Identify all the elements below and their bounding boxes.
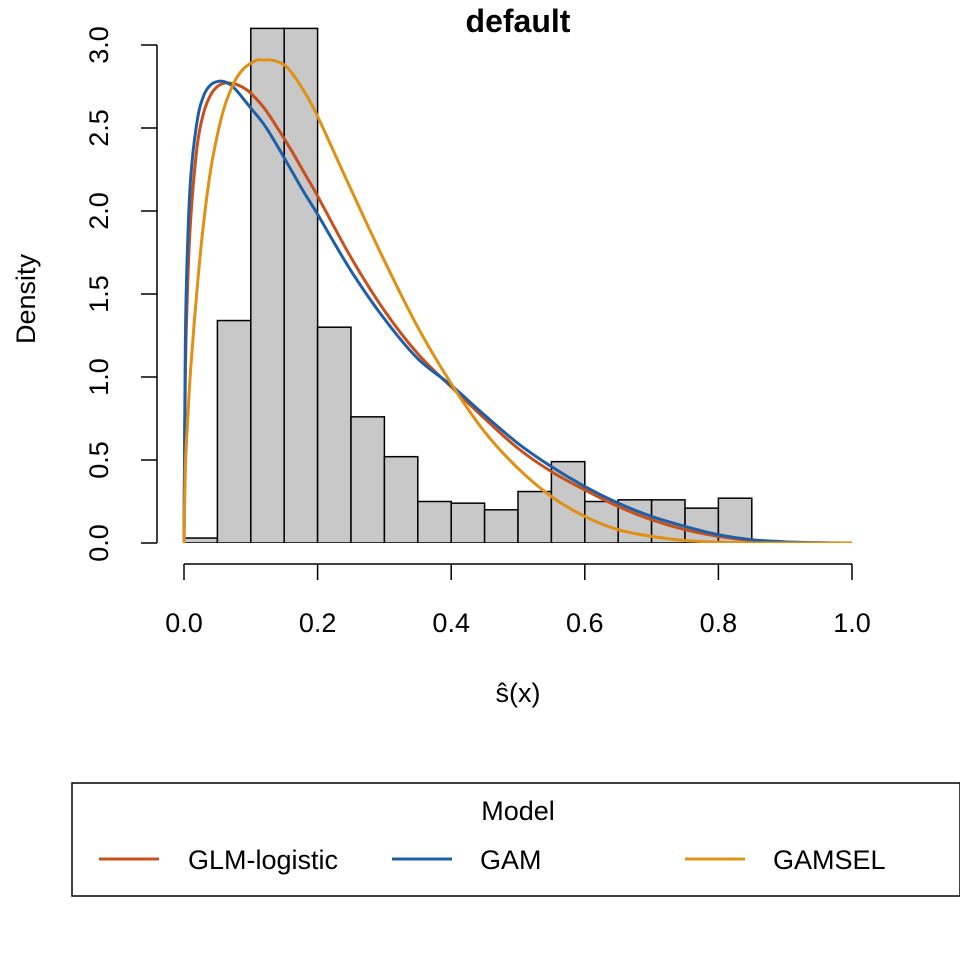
x-tick-label: 0.2: [299, 608, 337, 638]
y-tick-label: 1.5: [84, 275, 114, 313]
density-curve-glm-logistic: [182, 81, 852, 543]
histogram-bar: [417, 500, 452, 543]
x-tick-label: 0.8: [700, 608, 738, 638]
chart-title: default: [466, 3, 571, 39]
y-axis: 0.0 0.5 1.0 1.5 2.0 2.5 3.0: [84, 26, 158, 562]
histogram-bar: [517, 490, 553, 543]
histogram-bars: [183, 27, 753, 543]
histogram-bar: [216, 319, 252, 543]
histogram-bar: [383, 455, 419, 543]
y-tick-label: 2.5: [84, 109, 114, 147]
histogram-bar: [350, 416, 386, 543]
x-tick-label: 0.0: [165, 608, 203, 638]
y-tick-label: 1.0: [84, 358, 114, 396]
y-tick-label: 2.0: [84, 192, 114, 230]
histogram-bar: [283, 27, 319, 543]
legend-title: Model: [481, 796, 555, 826]
histogram-bar: [316, 326, 352, 543]
density-curve-gam: [182, 79, 853, 543]
histogram-bar: [450, 502, 486, 543]
histogram-bar: [483, 509, 519, 543]
legend-label: GAM: [480, 845, 542, 875]
y-axis-label: Density: [11, 253, 41, 344]
legend: Model GLM-logistic GAM GAMSEL: [71, 782, 960, 897]
histogram-bar: [584, 500, 619, 543]
x-axis-label: ŝ(x): [496, 678, 541, 708]
x-tick-label: 0.4: [432, 608, 470, 638]
y-tick-label: 0.5: [84, 441, 114, 479]
x-tick-label: 0.6: [566, 608, 604, 638]
histogram-bar: [684, 507, 720, 543]
y-tick-label: 3.0: [84, 26, 114, 64]
x-axis: 0.0 0.2 0.4 0.6 0.8 1.0: [165, 563, 871, 638]
density-curve-gamsel: [182, 58, 852, 543]
density-curves: [182, 58, 853, 543]
legend-box: [71, 782, 960, 897]
x-tick-label: 1.0: [833, 608, 871, 638]
legend-label: GLM-logistic: [188, 845, 338, 875]
legend-label: GAMSEL: [773, 845, 886, 875]
histogram-bar: [183, 537, 219, 543]
histogram-bar: [250, 27, 285, 543]
y-tick-label: 0.0: [84, 524, 114, 562]
